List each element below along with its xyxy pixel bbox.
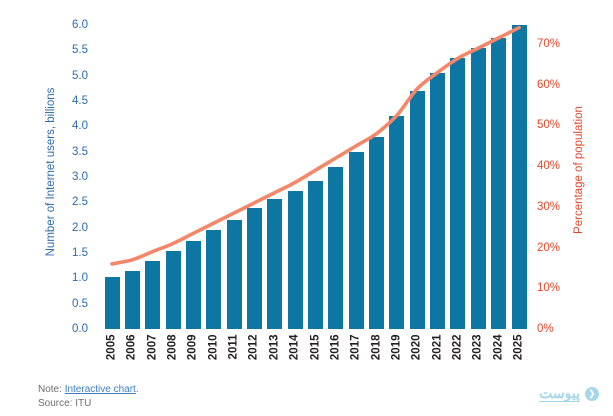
year-label-2006: 2006 xyxy=(125,334,138,361)
year-label-2016: 2016 xyxy=(329,334,342,361)
year-label-2025: 2025 xyxy=(512,334,525,361)
right-tick-label: 20% xyxy=(537,241,561,254)
bar-2021 xyxy=(430,73,446,329)
left-tick-label: 2.5 xyxy=(72,196,88,209)
left-tick-label: 4.5 xyxy=(72,95,88,107)
bar-2017 xyxy=(348,151,364,329)
right-tick-label: 0% xyxy=(537,323,554,335)
bar-2014 xyxy=(287,190,303,329)
bar-2018 xyxy=(369,137,385,329)
bar-2016 xyxy=(328,166,344,329)
year-label-2010: 2010 xyxy=(207,334,220,361)
left-tick-label: 4.0 xyxy=(72,120,88,133)
left-tick-label: 5.5 xyxy=(72,44,88,57)
year-label-2022: 2022 xyxy=(451,334,464,361)
left-tick-label: 1.5 xyxy=(72,247,88,259)
year-label-2023: 2023 xyxy=(471,334,484,361)
bar-2007 xyxy=(145,260,161,329)
year-label-2015: 2015 xyxy=(309,334,321,361)
bar-2019 xyxy=(389,116,405,329)
bar-2005 xyxy=(104,277,120,329)
year-label-2018: 2018 xyxy=(370,334,383,361)
right-tick-label: 50% xyxy=(537,119,561,132)
note-prefix: Note: xyxy=(38,384,65,395)
bar-2013 xyxy=(267,199,283,329)
bar-2012 xyxy=(246,208,262,329)
year-label-2007: 2007 xyxy=(146,334,159,361)
bar-2008 xyxy=(165,251,181,329)
left-tick-label: 2.0 xyxy=(72,221,88,234)
bar-2015 xyxy=(308,180,323,329)
bar-2020 xyxy=(409,90,425,329)
year-label-2019: 2019 xyxy=(390,334,403,361)
year-label-2024: 2024 xyxy=(492,334,505,361)
note-line: Note: Interactive chart. xyxy=(38,383,139,396)
year-label-2011: 2011 xyxy=(227,334,240,360)
logo-text: پیوست xyxy=(539,385,580,402)
right-tick-label: 10% xyxy=(537,282,561,295)
bar-2011 xyxy=(226,220,242,329)
left-tick-label: 1.0 xyxy=(72,272,88,285)
left-tick-label: 3.0 xyxy=(72,171,88,183)
left-tick-label: 0.5 xyxy=(72,297,88,310)
year-label-2008: 2008 xyxy=(166,334,179,361)
bar-2022 xyxy=(450,57,466,329)
year-label-2021: 2021 xyxy=(431,334,444,361)
right-tick-label: 60% xyxy=(537,78,561,91)
year-label-2014: 2014 xyxy=(288,334,301,361)
bar-2024 xyxy=(491,37,507,329)
year-label-2017: 2017 xyxy=(349,334,362,361)
bar-2006 xyxy=(124,270,140,329)
right-tick-label: 70% xyxy=(537,38,561,50)
peivast-circle-icon: ❯ xyxy=(585,387,599,401)
bar-2025 xyxy=(511,25,527,329)
note-suffix: . xyxy=(135,384,139,395)
year-label-2020: 2020 xyxy=(410,334,423,361)
left-tick-label: 0.0 xyxy=(72,323,88,335)
year-label-2009: 2009 xyxy=(186,334,199,361)
left-tick-label: 5.0 xyxy=(72,69,88,82)
right-tick-label: 30% xyxy=(537,200,561,213)
year-label-2013: 2013 xyxy=(268,334,281,361)
source-text: Source: ITU xyxy=(38,398,92,409)
interactive-chart-link[interactable]: Interactive chart xyxy=(64,384,136,395)
left-tick-label: 6.0 xyxy=(72,19,88,31)
bar-2009 xyxy=(185,241,201,329)
right-tick-label: 40% xyxy=(537,160,561,173)
year-label-2005: 2005 xyxy=(105,334,118,361)
year-label-2012: 2012 xyxy=(247,334,260,361)
left-tick-label: 3.5 xyxy=(72,145,88,158)
bar-2010 xyxy=(206,230,222,329)
bar-2023 xyxy=(470,47,486,329)
peivast-logo: پیوست ❯ xyxy=(539,386,599,402)
